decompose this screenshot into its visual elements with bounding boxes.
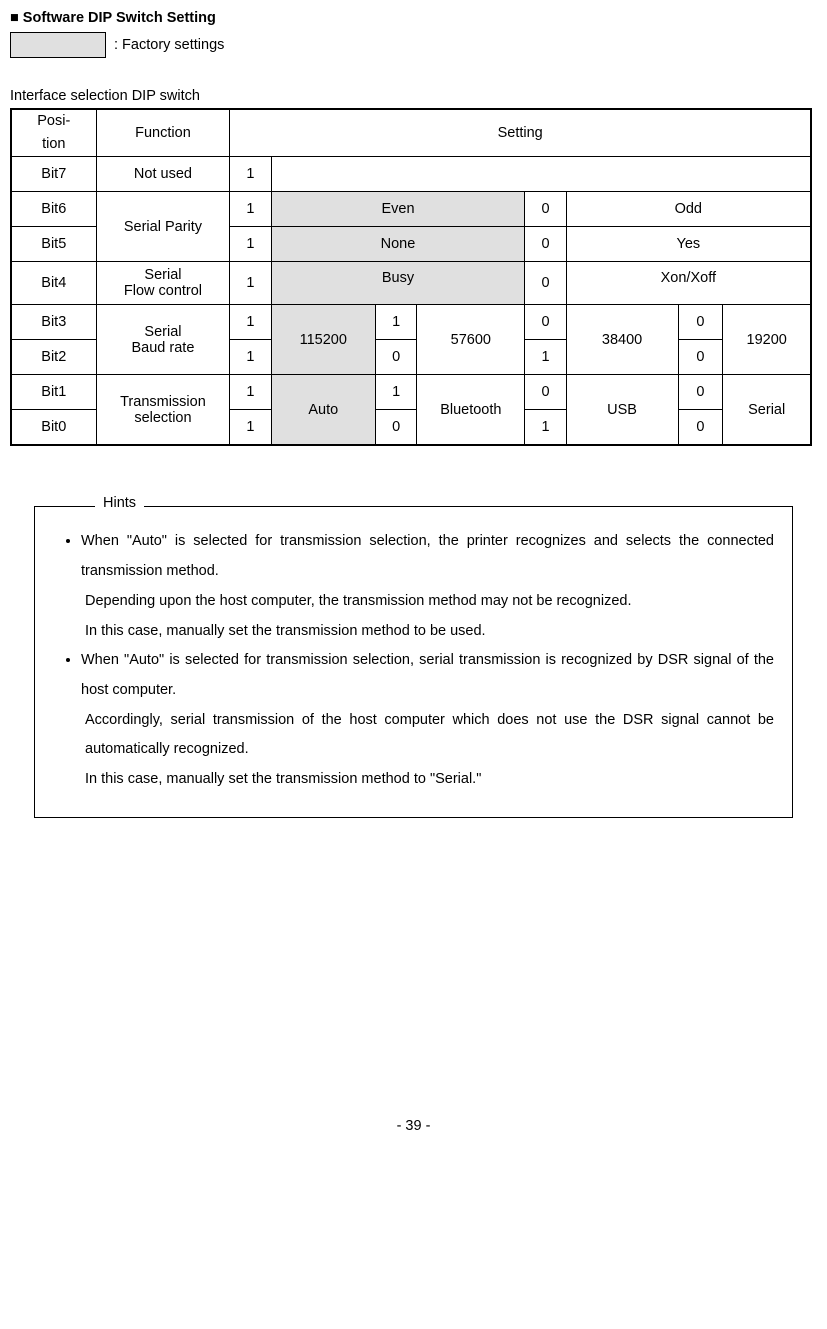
cell-bit6-v1: 1	[230, 192, 271, 227]
cell-bit5-pos: Bit5	[11, 227, 96, 262]
cell-bit4-v2: 0	[525, 262, 566, 305]
hints-list: When "Auto" is selected for transmission…	[53, 527, 774, 794]
cell-bit1-c3: 0	[678, 375, 723, 410]
hdr-position: Posi-tion	[11, 109, 96, 157]
section-title: ■ Software DIP Switch Setting	[10, 10, 817, 26]
cell-bit4-pos: Bit4	[11, 262, 96, 305]
cell-baud-func: SerialBaud rate	[96, 305, 230, 375]
factory-swatch	[10, 32, 106, 58]
cell-trans-serial: Serial	[723, 375, 811, 446]
cell-bit1-c1: 1	[376, 375, 417, 410]
page-number: - 39 -	[10, 1118, 817, 1134]
cell-bit5-v1: 1	[230, 227, 271, 262]
cell-bit0-pos: Bit0	[11, 410, 96, 446]
hint-item: When "Auto" is selected for transmission…	[81, 646, 774, 795]
cell-bit2-v1: 1	[230, 340, 271, 375]
cell-bit4-opt2: Xon/Xoff	[566, 262, 811, 305]
cell-trans-func: Transmissionselection	[96, 375, 230, 446]
cell-baud-115200: 115200	[271, 305, 376, 375]
cell-trans-usb: USB	[566, 375, 678, 446]
cell-bit6-opt2: Odd	[566, 192, 811, 227]
hints-box: Hints When "Auto" is selected for transm…	[34, 506, 793, 817]
cell-baud-38400: 38400	[566, 305, 678, 375]
cell-bit4-opt1: Busy	[271, 262, 525, 305]
cell-baud-57600: 57600	[417, 305, 525, 375]
cell-bit4-v1: 1	[230, 262, 271, 305]
cell-bit5-opt2: Yes	[566, 227, 811, 262]
cell-bit5-v2: 0	[525, 227, 566, 262]
cell-bit2-pos: Bit2	[11, 340, 96, 375]
cell-baud-19200: 19200	[723, 305, 811, 375]
cell-bit7-v1: 1	[230, 157, 271, 192]
hints-title: Hints	[95, 495, 144, 511]
cell-bit6-opt1: Even	[271, 192, 525, 227]
cell-bit2-c3: 0	[678, 340, 723, 375]
cell-bit7-blank	[271, 157, 811, 192]
cell-bit2-c2: 1	[525, 340, 566, 375]
cell-bit1-c2: 0	[525, 375, 566, 410]
cell-trans-auto: Auto	[271, 375, 376, 446]
cell-bit1-pos: Bit1	[11, 375, 96, 410]
hint-item: When "Auto" is selected for transmission…	[81, 527, 774, 646]
table-caption: Interface selection DIP switch	[10, 88, 817, 104]
cell-bit7-func: Not used	[96, 157, 230, 192]
factory-legend: : Factory settings	[10, 32, 817, 58]
cell-bit0-c3: 0	[678, 410, 723, 446]
hdr-setting: Setting	[230, 109, 811, 157]
cell-bit3-c3: 0	[678, 305, 723, 340]
cell-bit4-func: SerialFlow control	[96, 262, 230, 305]
cell-bit3-c1: 1	[376, 305, 417, 340]
cell-bit6-pos: Bit6	[11, 192, 96, 227]
cell-bit0-v1: 1	[230, 410, 271, 446]
hdr-function: Function	[96, 109, 230, 157]
cell-bit3-v1: 1	[230, 305, 271, 340]
cell-bit3-pos: Bit3	[11, 305, 96, 340]
cell-bit7-pos: Bit7	[11, 157, 96, 192]
cell-bit2-c1: 0	[376, 340, 417, 375]
factory-label: : Factory settings	[114, 37, 224, 53]
cell-bit3-c2: 0	[525, 305, 566, 340]
cell-bit0-c1: 0	[376, 410, 417, 446]
dip-table: Posi-tion Function Setting Bit7 Not used…	[10, 108, 812, 446]
cell-bit5-opt1: None	[271, 227, 525, 262]
cell-bit1-v1: 1	[230, 375, 271, 410]
cell-bit0-c2: 1	[525, 410, 566, 446]
cell-trans-bt: Bluetooth	[417, 375, 525, 446]
cell-serial-parity-func: Serial Parity	[96, 192, 230, 262]
cell-bit6-v2: 0	[525, 192, 566, 227]
